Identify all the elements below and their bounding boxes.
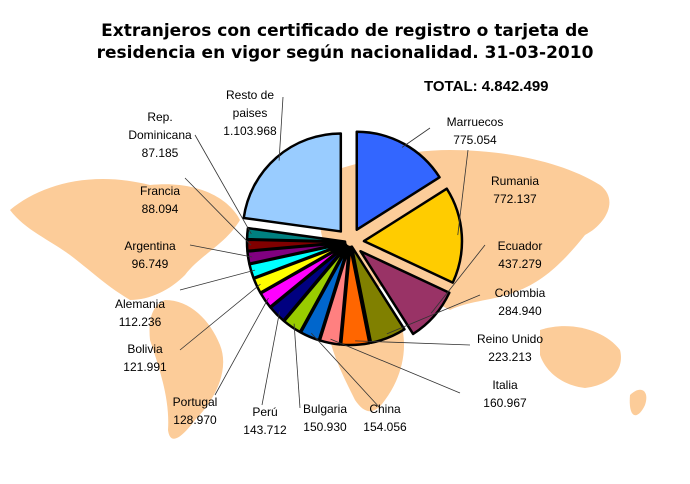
pie-slice-reino-unido (339, 245, 371, 347)
data-label: Colombia 284.940 (495, 284, 546, 320)
slice-name: China (369, 402, 401, 416)
slice-value: 772.137 (493, 192, 537, 206)
data-label: Rumania 772.137 (491, 172, 539, 208)
slice-value: 121.991 (123, 360, 167, 374)
data-label: Perú 143.712 (243, 403, 286, 439)
pie-slice-marruecos (355, 130, 441, 231)
data-label: Resto de paises 1.103.968 (223, 86, 276, 140)
slice-value: 88.094 (141, 202, 179, 216)
slice-value: 112.236 (118, 315, 162, 329)
leader-line (261, 311, 280, 406)
slice-value: 437.279 (498, 257, 542, 271)
data-label: Portugal 128.970 (173, 393, 218, 429)
data-label: Alemania 112.236 (115, 295, 165, 331)
pie-slice-colombia (350, 245, 406, 345)
leader-line (330, 338, 461, 394)
slice-value: 223.213 (488, 350, 532, 364)
data-label: Bolivia 121.991 (123, 340, 166, 376)
leader-line (194, 134, 252, 235)
slice-value: 96.749 (131, 257, 169, 271)
data-label: Argentina 96.749 (124, 237, 175, 273)
leader-line (401, 127, 431, 148)
slice-name: Rep. Dominicana (128, 110, 192, 142)
slice-value: 775.054 (453, 133, 497, 147)
leader-line (310, 332, 381, 409)
leader-line (189, 244, 253, 258)
data-label: Rep. Dominicana 87.185 (128, 108, 191, 162)
data-label: China 154.056 (363, 400, 406, 436)
slice-name: Colombia (494, 286, 546, 300)
slice-value: 160.967 (483, 396, 527, 410)
leader-line (457, 149, 469, 236)
data-label: Italia 160.967 (483, 376, 526, 412)
slice-value: 1.103.968 (223, 124, 277, 138)
slice-value: 87.185 (141, 146, 179, 160)
slice-value: 150.930 (303, 420, 347, 434)
total-label: TOTAL: 4.842.499 (424, 78, 549, 95)
chart-title-line-2: residencia en vigor según nacionalidad. … (96, 43, 594, 63)
leader-line (214, 297, 269, 396)
slice-name: Marruecos (446, 115, 504, 129)
leader-line (430, 244, 486, 314)
data-label: Marruecos 775.054 (447, 113, 504, 149)
data-label: Francia 88.094 (140, 182, 180, 218)
slice-name: Rumania (490, 174, 540, 188)
slice-name: Alemania (114, 297, 166, 311)
slice-name: Bolivia (127, 342, 163, 356)
slice-name: Perú (252, 405, 278, 419)
leader-line (355, 340, 471, 346)
data-label: Ecuador 437.279 (498, 237, 543, 273)
slice-name: Argentina (124, 239, 176, 253)
pie-slice-rumania (362, 187, 464, 284)
pie-slice-ecuador (359, 249, 451, 336)
slice-name: Italia (492, 378, 518, 392)
pie-slice-resto-de-paises (242, 132, 343, 233)
slice-value: 128.970 (173, 413, 217, 427)
slice-value: 284.940 (498, 304, 542, 318)
slice-name: Reino Unido (476, 332, 544, 346)
slice-name: Ecuador (497, 239, 543, 253)
slice-value: 143.712 (243, 423, 287, 437)
slice-name: Bulgaria (302, 402, 348, 416)
data-label: Reino Unido 223.213 (477, 330, 543, 366)
leader-line (278, 96, 284, 161)
leader-line (293, 323, 301, 409)
leader-line (179, 269, 256, 291)
chart-title-line-1: Extranjeros con certificado de registro … (101, 21, 589, 41)
slice-name: Resto de paises (225, 88, 275, 120)
leader-line (179, 283, 261, 351)
data-label: Bulgaria 150.930 (303, 400, 347, 436)
leader-line (184, 177, 252, 246)
slice-value: 154.056 (363, 420, 407, 434)
leader-line (386, 294, 481, 335)
chart-title: Extranjeros con certificado de registro … (0, 20, 690, 64)
slice-name: Portugal (172, 395, 218, 409)
slice-name: Francia (139, 184, 181, 198)
